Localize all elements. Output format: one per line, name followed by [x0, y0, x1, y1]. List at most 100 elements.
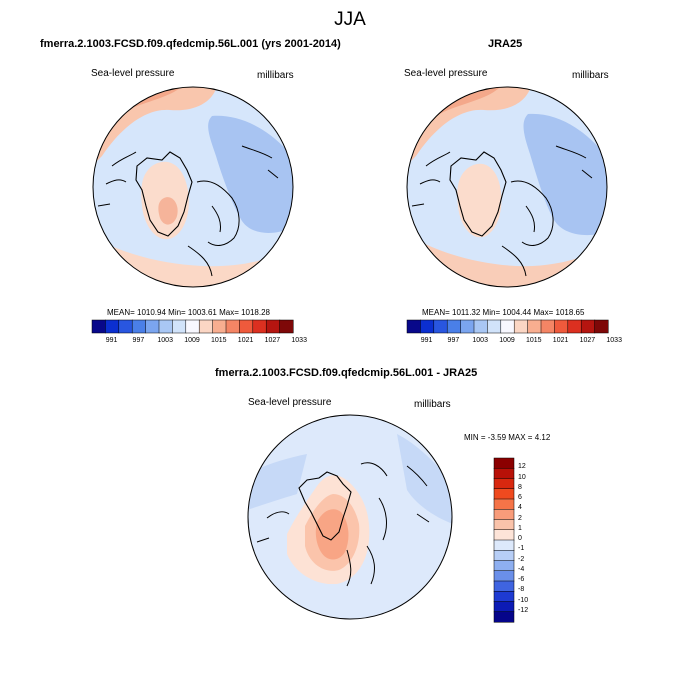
- obs-colorbar-tick-label: 1033: [606, 337, 622, 344]
- diff-negative-east: [397, 434, 452, 524]
- diff-colorbar-tick-label: 4: [518, 504, 522, 512]
- diff-units-label: millibars: [414, 399, 451, 410]
- model-colorbar-ticks: 991 997 1003 1009 1015 1021 1027 1033: [92, 337, 307, 347]
- obs-greenland-coastline: [449, 151, 507, 237]
- diff-colorbar-tick-label: 8: [518, 483, 522, 491]
- model-colorbar-swatch: [105, 319, 120, 334]
- diff-colorbar-tick-label: -1: [518, 545, 525, 553]
- model-colorbar-tick-label: 1027: [264, 337, 281, 344]
- obs-greenland-high: [457, 163, 502, 238]
- obs-colorbar-swatch: [433, 319, 448, 334]
- obs-colorbar-swatch: [540, 319, 555, 334]
- obs-arctic-islands-coastline: [411, 145, 593, 207]
- diff-variable-label: Sea-level pressure: [248, 397, 332, 408]
- diff-colorbar-swatch: [493, 601, 515, 613]
- obs-colorbar-ticks: 991 997 1003 1009 1015 1021 1027 1033: [407, 337, 622, 347]
- obs-colorbar-swatch: [406, 319, 421, 334]
- model-polar-map: [92, 86, 294, 288]
- diff-stats: MIN = -3.59 MAX = 4.12: [464, 433, 551, 442]
- diff-colorbar-swatch: [493, 550, 515, 562]
- diff-colorbar-tick-label: -12: [518, 606, 529, 614]
- diff-colorbar-tick-label: 6: [518, 494, 522, 501]
- diff-positive-core: [315, 509, 349, 560]
- diff-eurasia-coastline: [346, 462, 388, 587]
- model-colorbar-tick-label: 1021: [237, 337, 254, 344]
- obs-colorbar-swatch: [527, 319, 542, 334]
- model-panel-title: fmerra.2.1003.FCSD.f09.qfedcmip.56L.001 …: [40, 38, 341, 50]
- diff-colorbar: [493, 457, 515, 623]
- obs-colorbar-tick-label: 1021: [552, 337, 569, 344]
- diff-colorbar-swatch: [493, 519, 515, 531]
- obs-colorbar-tick-label: 1015: [526, 337, 542, 344]
- diff-colorbar-swatch: [493, 560, 515, 572]
- diff-colorbar-tick-label: -10: [518, 596, 529, 604]
- diff-colorbar-tick-label: 12: [518, 463, 526, 471]
- model-colorbar-tick-label: 1009: [184, 337, 200, 344]
- figure-title: JJA: [334, 9, 366, 30]
- obs-low-pressure-siberia: [523, 113, 607, 236]
- diff-colorbar-tick-label: 0: [518, 535, 522, 542]
- obs-colorbar-tick-label: 1027: [579, 337, 596, 344]
- model-colorbar-swatch: [131, 319, 147, 334]
- obs-variable-label: Sea-level pressure: [404, 68, 488, 79]
- diff-colorbar-swatch: [493, 580, 515, 592]
- model-colorbar-tick-label: 1003: [157, 337, 173, 344]
- diff-colorbar-swatch: [493, 611, 515, 623]
- model-colorbar-tick-label: 1033: [291, 337, 307, 344]
- model-colorbar-swatch: [91, 319, 106, 334]
- diff-colorbar-swatch: [493, 498, 515, 510]
- obs-polar-map: [406, 86, 608, 288]
- obs-colorbar-swatch: [500, 319, 515, 334]
- obs-colorbar-swatch: [567, 319, 582, 334]
- diff-panel-title: fmerra.2.1003.FCSD.f09.qfedcmip.56L.001 …: [215, 367, 478, 379]
- obs-colorbar-swatch: [420, 319, 435, 334]
- model-colorbar-swatch: [265, 319, 281, 334]
- obs-colorbar-swatch: [473, 319, 488, 334]
- model-colorbar-swatch: [158, 319, 173, 334]
- obs-colorbar-tick-label: 991: [420, 337, 433, 344]
- obs-units-label: millibars: [572, 70, 609, 81]
- model-greenland-core: [158, 197, 178, 225]
- model-colorbar-swatch: [252, 319, 267, 334]
- obs-colorbar-swatch: [513, 319, 529, 334]
- diff-arctic-islands-coastline: [256, 465, 430, 543]
- diff-colorbar-ticks: 12 10 8 6 4 2 1 0 -1 -2 -4 -6 -8 -10 -12: [518, 458, 548, 622]
- diff-map-border: [247, 414, 453, 620]
- model-greenland-coastline: [135, 151, 193, 237]
- obs-eurasia-coastline: [501, 180, 554, 277]
- obs-panel-title: JRA25: [488, 38, 523, 50]
- model-colorbar-tick-label: 1015: [211, 337, 227, 344]
- obs-colorbar-swatch: [594, 319, 609, 334]
- diff-negative-west: [248, 454, 307, 510]
- diff-colorbar-swatch: [493, 478, 515, 490]
- diff-colorbar-tick-label: -2: [518, 555, 525, 563]
- obs-map-border: [406, 86, 608, 288]
- model-variable-label: Sea-level pressure: [91, 68, 175, 79]
- model-low-pressure-siberia: [208, 115, 293, 233]
- diff-polar-map: [247, 414, 453, 620]
- diff-greenland-coastline: [298, 471, 352, 541]
- diff-colorbar-swatch: [493, 591, 515, 603]
- model-colorbar-swatch: [145, 319, 160, 334]
- model-map-border: [92, 86, 294, 288]
- diff-colorbar-tick-label: 2: [518, 514, 522, 522]
- model-colorbar: [91, 319, 294, 334]
- diff-colorbar-tick-label: 1: [518, 524, 522, 532]
- obs-colorbar-swatch: [460, 319, 475, 334]
- model-eurasia-coastline: [187, 180, 240, 277]
- diff-colorbar-swatch: [493, 539, 515, 551]
- diff-colorbar-swatch: [493, 570, 515, 582]
- model-colorbar-swatch: [172, 319, 187, 334]
- model-colorbar-swatch: [279, 319, 294, 334]
- diff-colorbar-tick-label: -4: [518, 565, 525, 573]
- obs-stats: MEAN= 1011.32 Min= 1004.44 Max= 1018.65: [422, 308, 585, 317]
- model-colorbar-swatch: [239, 319, 254, 334]
- diff-colorbar-swatch: [493, 468, 515, 480]
- model-colorbar-swatch: [185, 319, 200, 334]
- obs-colorbar-swatch: [554, 319, 569, 334]
- model-stats: MEAN= 1010.94 Min= 1003.61 Max= 1018.28: [107, 308, 270, 317]
- model-colorbar-swatch: [118, 319, 133, 334]
- diff-colorbar-swatch: [493, 457, 515, 469]
- diff-colorbar-swatch: [493, 529, 515, 541]
- obs-colorbar-swatch: [446, 319, 462, 334]
